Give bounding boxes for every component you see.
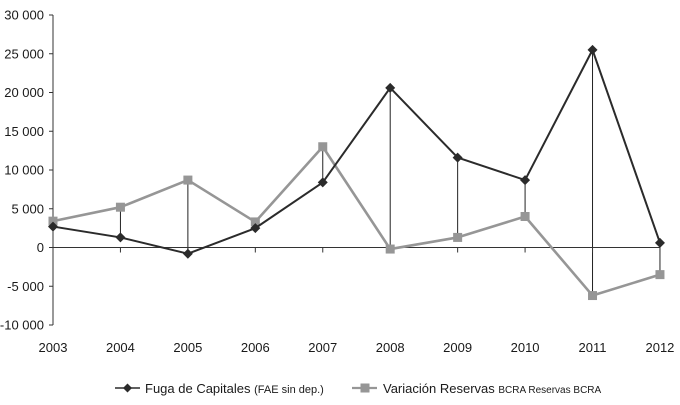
x-ticks: 2003 2004 2005 2006 2007 2008 2009 2010 2011 2012: [39, 247, 674, 355]
x-tick-label: 2003: [39, 340, 68, 355]
legend-marker-diamond: [123, 383, 132, 393]
legend-series-note: BCRA Reservas BCRA: [498, 385, 601, 396]
series-fuga-de-capitales: [48, 44, 665, 259]
data-point-diamond: [250, 223, 261, 234]
x-tick-label: 2012: [645, 340, 674, 355]
data-point-diamond: [587, 44, 598, 55]
legend-marker-square: [360, 383, 370, 393]
drop-lines: [52, 49, 661, 296]
data-point-diamond: [182, 248, 193, 259]
data-point-diamond: [520, 175, 531, 186]
x-tick-label: 2011: [579, 340, 607, 355]
data-point-square: [183, 175, 193, 185]
data-point-square: [318, 142, 328, 152]
y-tick-label: 15 000: [4, 124, 44, 139]
y-tick-label: 30 000: [4, 8, 44, 23]
legend-series-name: Fuga de Capitales: [145, 381, 254, 396]
y-tick-label: 10 000: [4, 163, 44, 178]
data-point-square: [453, 232, 463, 242]
x-tick-label: 2005: [173, 340, 202, 355]
y-tick-label: 0: [37, 240, 44, 255]
data-point-square: [655, 270, 665, 280]
data-point-diamond: [317, 177, 328, 188]
y-tick-label: -5 000: [7, 279, 44, 294]
x-tick-label: 2008: [376, 340, 405, 355]
x-tick-label: 2009: [443, 340, 472, 355]
y-tick-label: -10 000: [0, 318, 44, 333]
data-point-diamond: [115, 232, 126, 243]
data-point-square: [115, 202, 125, 212]
series-line: [52, 145, 661, 297]
data-point-diamond: [48, 221, 58, 232]
data-point-square: [588, 291, 598, 301]
legend-series-name: Variación Reservas: [383, 381, 498, 396]
data-point-diamond: [385, 82, 396, 93]
data-point-square: [250, 217, 260, 227]
data-point-diamond: [452, 152, 463, 163]
series-variacion-reservas: [48, 142, 665, 301]
y-tick-label: 20 000: [4, 85, 44, 100]
legend: Fuga de Capitales (FAE sin dep.) Variació…: [115, 381, 602, 396]
data-point-diamond: [654, 237, 665, 248]
data-point-square: [48, 216, 58, 226]
legend-label-reservas: Variación Reservas BCRA Reservas BCRA: [383, 381, 602, 396]
series-line: [52, 48, 661, 255]
y-ticks: -10 000 -5 000 0 5 000 10 000 15 000 20 000 25 …: [0, 8, 53, 333]
x-tick-label: 2010: [511, 340, 540, 355]
x-tick-label: 2004: [106, 340, 135, 355]
axes: [52, 15, 660, 325]
legend-series-note: (FAE sin dep.): [254, 384, 324, 396]
data-point-square: [520, 212, 530, 221]
series-layer: [48, 44, 665, 301]
x-tick-label: 2006: [241, 340, 270, 355]
x-tick-label: 2007: [308, 340, 337, 355]
y-tick-label: 5 000: [11, 201, 44, 216]
y-tick-label: 25 000: [4, 46, 44, 61]
data-point-square: [385, 244, 395, 254]
legend-label-fuga: Fuga de Capitales (FAE sin dep.): [145, 381, 324, 396]
